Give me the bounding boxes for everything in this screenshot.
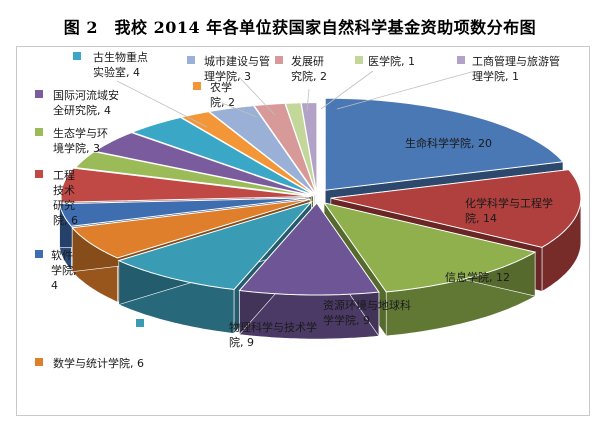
leader-line xyxy=(320,70,374,110)
data-label-line: 院, 14 xyxy=(465,211,497,225)
slice-4 xyxy=(238,202,380,296)
pie-tops xyxy=(59,97,582,296)
data-label-line: 学学院, 9 xyxy=(323,313,370,327)
slice-5 xyxy=(117,201,313,291)
data-label: 国际河流域安全研究院, 4 xyxy=(53,88,119,117)
data-label-line: 理学院, 1 xyxy=(472,69,519,83)
slice-12 xyxy=(179,111,316,196)
leader-line xyxy=(238,76,276,116)
slice-13 xyxy=(208,105,317,196)
data-label-line: 城市建设与管 xyxy=(204,54,270,68)
leader-lines xyxy=(116,70,476,128)
chart-area: 生命科学学院, 20 化学科学与工程学院, 14 信息学院, 12 资源环境与地球科学… xyxy=(16,46,590,416)
slice-6 xyxy=(71,198,311,259)
leader-line xyxy=(221,102,258,118)
label-color-key xyxy=(35,90,43,98)
leader-line xyxy=(336,70,476,110)
leader-line xyxy=(116,80,208,128)
label-color-key xyxy=(35,170,43,178)
data-label: 工商管理与旅游管理学院, 1 xyxy=(472,54,560,83)
data-label-line: 院, 9 xyxy=(229,335,254,349)
label-color-key xyxy=(275,56,283,64)
data-label-line: 农学 xyxy=(210,80,232,94)
label-color-key xyxy=(136,319,144,327)
slice-11 xyxy=(130,116,315,196)
slice-14 xyxy=(253,102,317,195)
data-label: 化学科学与工程学院, 14 xyxy=(465,196,553,225)
data-label-line: 物理科学与技术学 xyxy=(229,320,317,334)
data-label-line: 究院, 2 xyxy=(291,69,327,83)
data-label: 古生物重点实验室, 4 xyxy=(93,50,148,79)
data-label-line: 生命科学学院, 20 xyxy=(405,136,492,150)
data-label-line: 工商管理与旅游管 xyxy=(472,54,560,68)
label-color-key xyxy=(457,56,465,64)
data-label-line: 医学院, 1 xyxy=(368,54,415,68)
data-label: 物理科学与技术学院, 9 xyxy=(229,320,317,349)
leader-line xyxy=(306,88,310,112)
slice-3 xyxy=(322,202,537,293)
data-label-line: 理学院, 3 xyxy=(204,69,251,83)
data-label: 农学院, 2 xyxy=(210,80,235,109)
data-label-line: 技术 xyxy=(53,184,75,197)
slice-8 xyxy=(60,167,312,203)
label-color-key xyxy=(35,358,43,366)
data-label-line: 国际河流域安 xyxy=(53,88,119,102)
slice-16 xyxy=(300,102,318,195)
label-color-key xyxy=(193,82,201,90)
slice-15 xyxy=(284,102,318,195)
data-label: 生态学与环境学院, 3 xyxy=(53,126,108,155)
data-label: 生命科学学院, 20 xyxy=(405,136,492,150)
slice-9 xyxy=(74,151,314,197)
data-label-line: 4 xyxy=(51,279,58,292)
label-color-key xyxy=(35,128,43,136)
data-label-line: 学院, xyxy=(51,263,77,277)
data-label-line: 实验室, 4 xyxy=(93,65,140,79)
data-label-line: 信息学院, 12 xyxy=(445,270,510,284)
data-label-line: 境学院, 3 xyxy=(53,141,100,155)
data-label-line: 发展研 xyxy=(291,54,324,68)
data-label: 发展研究院, 2 xyxy=(291,54,327,83)
data-label-line: 资源环境与地球科 xyxy=(323,298,411,312)
data-label: 资源环境与地球科学学院, 9 xyxy=(323,298,411,327)
data-label-line: 全研究院, 4 xyxy=(53,103,111,117)
data-label-line: 软件 xyxy=(51,248,73,262)
data-label-line: 生态学与环 xyxy=(53,126,108,140)
slice-2 xyxy=(330,169,582,248)
slice-10 xyxy=(93,132,314,197)
label-color-key xyxy=(187,56,195,64)
data-label: 数学与统计学院, 6 xyxy=(53,356,144,370)
data-label-line: 研究 xyxy=(53,198,75,212)
label-color-key xyxy=(35,250,43,258)
data-label-line: 古生物重点 xyxy=(93,50,148,64)
data-label: 医学院, 1 xyxy=(368,54,415,68)
label-color-key xyxy=(355,56,363,64)
data-label: 城市建设与管理学院, 3 xyxy=(204,54,270,83)
data-label: 工程技术研究院, 6 xyxy=(53,169,78,227)
slice-1 xyxy=(324,97,565,191)
data-label-line: 工程 xyxy=(53,169,75,182)
data-label: 信息学院, 12 xyxy=(445,270,510,284)
figure-caption: 图 2 我校 2014 年各单位获国家自然科学基金资助项数分布图 xyxy=(63,18,537,37)
data-label: 软件学院, 4 xyxy=(51,248,77,292)
data-label-line: 数学与统计学院, 6 xyxy=(53,356,144,370)
data-label-line: 院, 6 xyxy=(53,213,78,227)
slice-7 xyxy=(59,197,310,227)
label-color-key xyxy=(73,52,81,60)
data-label-line: 化学科学与工程学 xyxy=(465,196,553,210)
